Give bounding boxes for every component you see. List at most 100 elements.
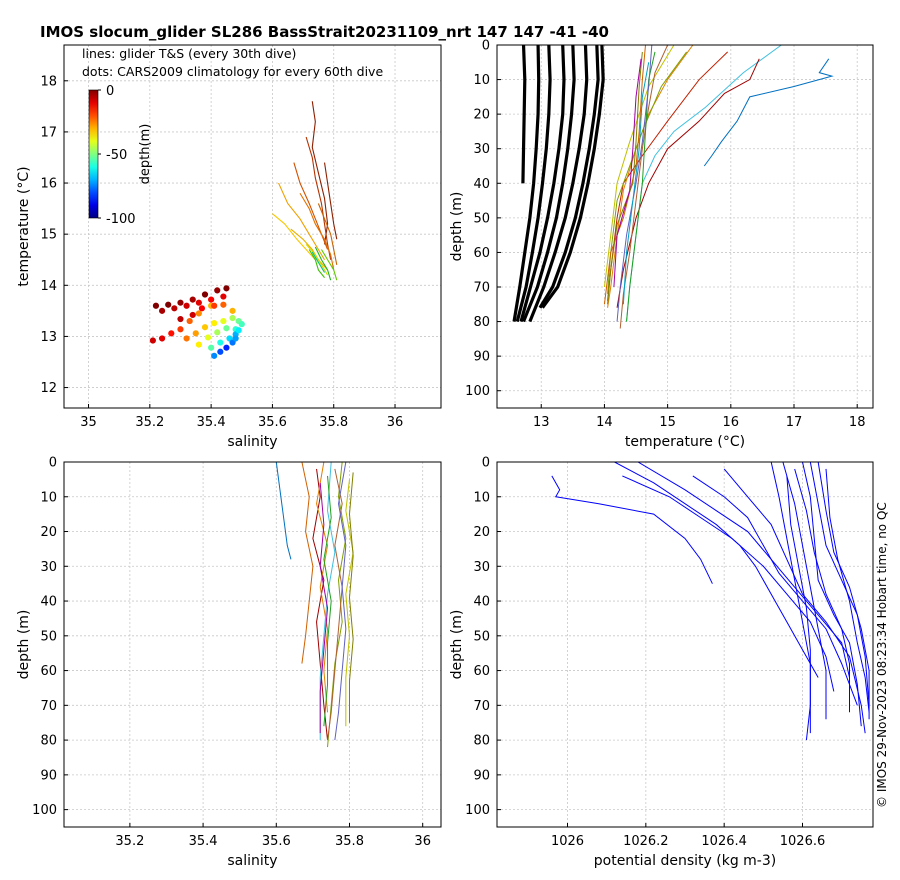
climatology-dot bbox=[229, 314, 236, 322]
x-tick-label: 15 bbox=[659, 415, 676, 430]
y-tick-label: 70 bbox=[40, 699, 57, 714]
y-tick-label: 20 bbox=[40, 525, 57, 540]
y-tick-label: 70 bbox=[473, 281, 490, 296]
profile-line bbox=[616, 45, 653, 322]
y-tick-label: 80 bbox=[473, 734, 490, 749]
climatology-dot bbox=[238, 321, 245, 328]
profile-line bbox=[817, 462, 870, 720]
climatology-dot bbox=[198, 305, 206, 312]
panel-density-profile: 1026 1026.2 1026.4 1026.6 0 10 20 30 40 50 60 70 80 9… bbox=[449, 456, 874, 869]
profile-line bbox=[275, 462, 292, 560]
y-tick-label: 15 bbox=[40, 228, 57, 243]
x-tick-label: 35.6 bbox=[262, 834, 291, 849]
profile-line bbox=[607, 45, 694, 308]
climatology-dot bbox=[232, 335, 239, 342]
glider-ts-line bbox=[311, 251, 326, 273]
climatology-dot bbox=[195, 310, 202, 317]
colorbar-label: depth(m) bbox=[138, 124, 153, 185]
x-tick-label: 36 bbox=[387, 415, 404, 430]
y-tick-label: 20 bbox=[473, 108, 490, 123]
colorbar-tick-label: -100 bbox=[106, 212, 136, 227]
climatology-dot bbox=[177, 315, 184, 323]
profile-line bbox=[786, 475, 811, 734]
profile-line bbox=[334, 462, 347, 741]
y-tick-label: 18 bbox=[40, 74, 57, 89]
y-tick-label: 30 bbox=[40, 560, 57, 575]
y-tick-label: 100 bbox=[465, 384, 490, 399]
axes-frame bbox=[496, 461, 874, 828]
glider-ts-line bbox=[308, 249, 325, 278]
colorbar-tick-label: -50 bbox=[106, 148, 127, 163]
profile-line bbox=[692, 475, 858, 706]
ts-annotation: dots: CARS2009 climatology for every 60t… bbox=[82, 64, 383, 79]
profile-line bbox=[614, 462, 819, 678]
climatology-dot bbox=[201, 291, 209, 298]
plot-area bbox=[275, 462, 354, 748]
x-tick-label: 35.4 bbox=[197, 415, 226, 430]
profile-line bbox=[782, 462, 827, 720]
y-tick-label: 40 bbox=[473, 595, 490, 610]
y-tick-label: 50 bbox=[473, 211, 490, 226]
profile-line bbox=[616, 58, 760, 308]
climatology-dot bbox=[226, 335, 233, 342]
ts-annotation: lines: glider T&S (every 30th dive) bbox=[82, 46, 296, 61]
figure-title: IMOS slocum_glider SL286 BassStrait20231… bbox=[40, 23, 609, 41]
x-tick-label: 35.4 bbox=[189, 834, 218, 849]
climatology-dot bbox=[220, 293, 227, 300]
y-tick-label: 100 bbox=[465, 803, 490, 818]
profile-line bbox=[327, 468, 343, 741]
glider-ts-line bbox=[305, 136, 332, 260]
timestamp-note: © IMOS 29-Nov-2023 08:23:34 Hobart time,… bbox=[875, 502, 889, 808]
x-tick-label: 1026.4 bbox=[701, 834, 747, 849]
climatology-dot bbox=[195, 341, 202, 348]
x-tick-label: 35.2 bbox=[115, 834, 144, 849]
climatology-dot bbox=[223, 344, 230, 351]
climatology-dot bbox=[208, 344, 215, 351]
panel-salinity-profile: 35.2 35.4 35.6 35.8 36 0 10 20 30 40 50 60 70 80 90 100… bbox=[16, 456, 442, 869]
glider-ts-line bbox=[290, 228, 329, 271]
x-axis-label: salinity bbox=[227, 853, 277, 869]
y-tick-label: 80 bbox=[473, 315, 490, 330]
climatology-dot bbox=[149, 337, 156, 344]
climatology-dot bbox=[223, 285, 230, 292]
x-axis-label: salinity bbox=[227, 434, 277, 450]
y-tick-label: 0 bbox=[482, 39, 490, 54]
x-tick-label: 13 bbox=[533, 415, 550, 430]
y-tick-label: 10 bbox=[473, 73, 490, 88]
x-tick-label: 35 bbox=[80, 415, 97, 430]
climatology-dot bbox=[183, 335, 190, 342]
y-tick-label: 70 bbox=[473, 699, 490, 714]
profile-line bbox=[538, 45, 600, 309]
profile-line bbox=[528, 45, 589, 323]
y-tick-label: 12 bbox=[40, 381, 57, 396]
y-tick-label: 30 bbox=[473, 142, 490, 157]
profile-line bbox=[626, 51, 656, 322]
y-axis-label: depth (m) bbox=[16, 610, 32, 680]
glider-ts-line bbox=[320, 249, 338, 281]
axes-frame bbox=[63, 461, 442, 828]
colorbar bbox=[88, 89, 99, 219]
profile-line bbox=[301, 462, 314, 664]
panel-temperature-profile: 13 14 15 16 17 18 0 10 20 30 40 50 60 70 80 90 100 temper… bbox=[449, 39, 874, 450]
y-tick-label: 90 bbox=[473, 350, 490, 365]
x-tick-label: 35.6 bbox=[258, 415, 287, 430]
x-tick-label: 1026 bbox=[551, 834, 584, 849]
profile-line bbox=[551, 475, 713, 584]
profile-line bbox=[802, 462, 862, 727]
profile-line bbox=[319, 462, 336, 741]
profile-line bbox=[703, 58, 834, 167]
y-tick-label: 0 bbox=[482, 456, 490, 471]
glider-ts-line bbox=[305, 244, 329, 276]
climatology-dot bbox=[195, 299, 202, 306]
profile-line bbox=[319, 482, 329, 734]
climatology-dot bbox=[168, 330, 175, 337]
glider-ts-line bbox=[278, 182, 326, 261]
climatology-dot bbox=[211, 352, 218, 359]
climatology-dot bbox=[189, 311, 196, 319]
profile-line bbox=[637, 462, 850, 678]
climatology-dot bbox=[183, 302, 190, 309]
y-tick-label: 17 bbox=[40, 125, 57, 140]
climatology-dot bbox=[189, 296, 196, 303]
profile-line bbox=[515, 45, 552, 322]
climatology-dot bbox=[220, 301, 227, 308]
